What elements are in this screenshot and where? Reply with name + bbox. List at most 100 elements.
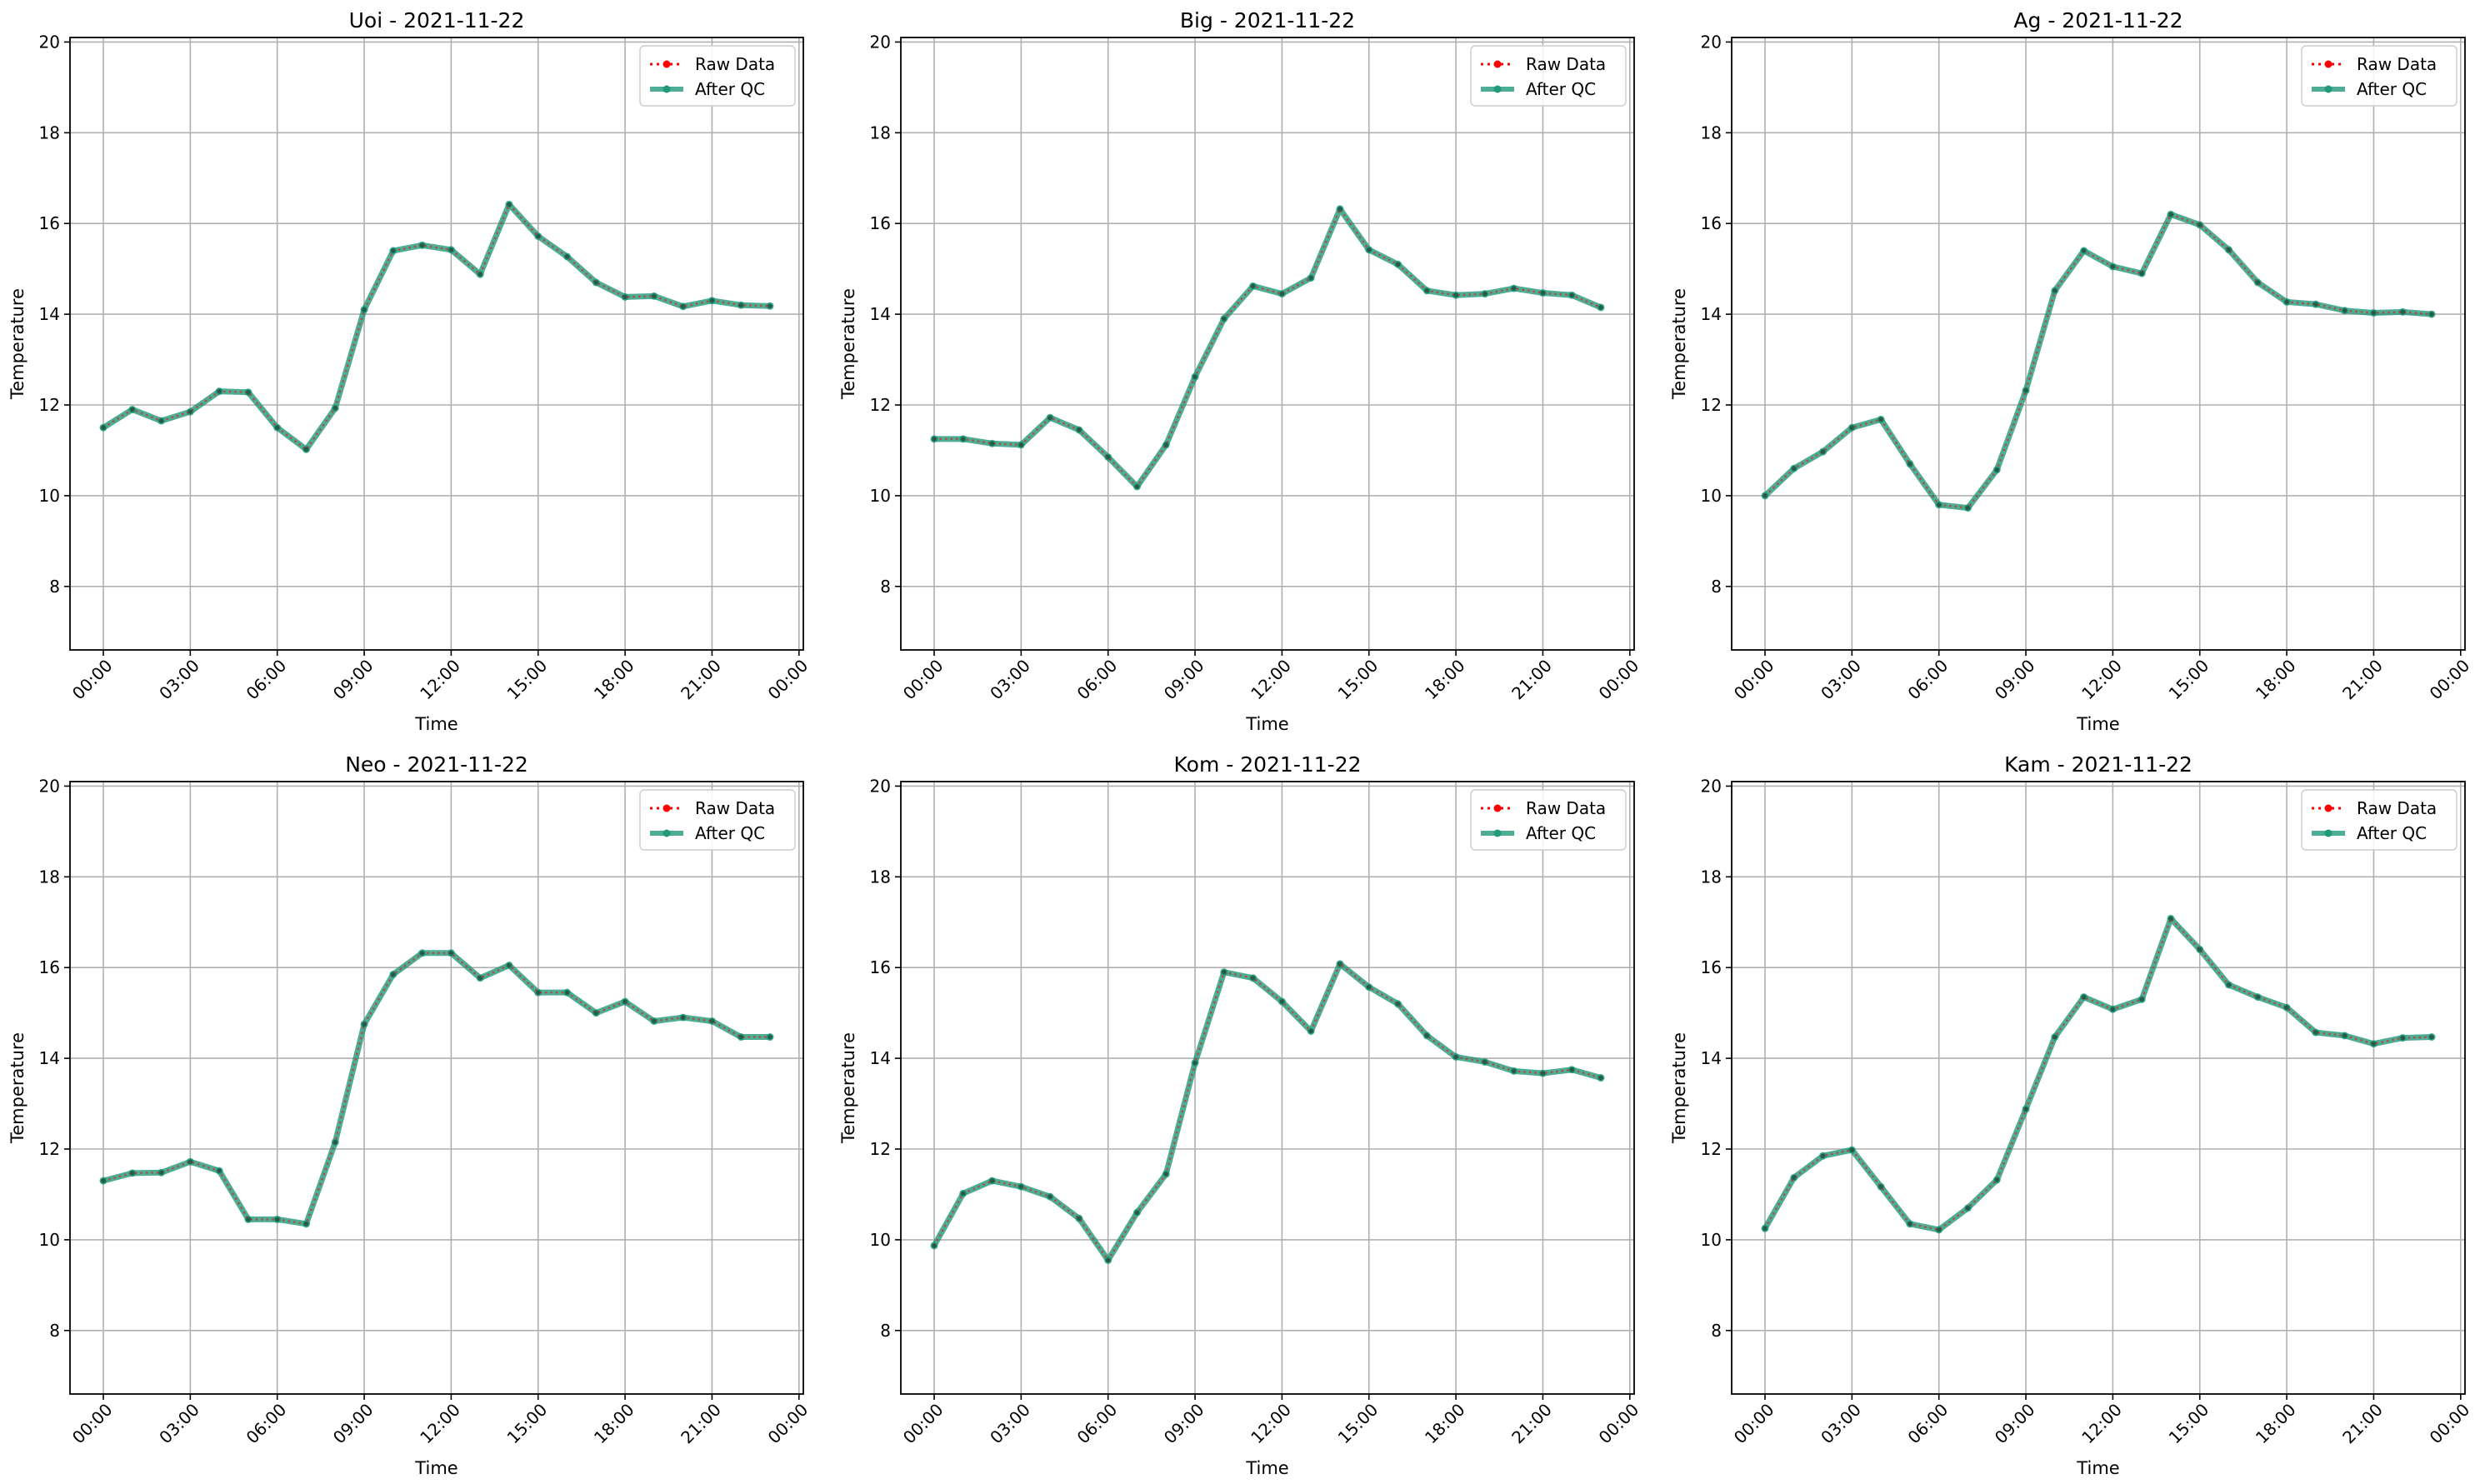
x-tick-label: 00:00 (2426, 1400, 2474, 1448)
x-tick-label: 18:00 (590, 656, 638, 704)
x-tick-label: 09:00 (1160, 1400, 1208, 1448)
x-axis-label: Time (2076, 1458, 2119, 1478)
x-tick-label: 21:00 (1508, 656, 1556, 704)
chart-panel: 00:00 03:00 06:00 09:00 12:00 15:00 18:00 21:00… (838, 8, 1642, 734)
series-raw-data-line (102, 952, 770, 1226)
raw-data-point (2255, 994, 2261, 1000)
x-tick-label: 09:00 (329, 656, 378, 704)
raw-data-point (158, 1170, 164, 1176)
raw-data-point (303, 1222, 309, 1227)
x-tick-label: 00:00 (1730, 1400, 1778, 1448)
raw-data-point (932, 437, 937, 442)
x-tick-label: 03:00 (986, 656, 1034, 704)
raw-data-point (1018, 1184, 1024, 1189)
raw-data-point (1569, 1067, 1575, 1072)
raw-data-point (303, 447, 309, 452)
series-after-qc-line (100, 201, 773, 452)
legend-qc-marker (662, 829, 671, 837)
raw-data-point (1395, 1001, 1401, 1007)
raw-data-point (1250, 283, 1256, 289)
legend-raw-marker (1493, 60, 1502, 68)
x-tick-label: 18:00 (2252, 1400, 2300, 1448)
y-tick-label: 8 (49, 577, 60, 597)
x-tick-label: 09:00 (1991, 656, 2039, 704)
raw-data-point (1511, 1068, 1517, 1074)
y-tick-label: 18 (39, 122, 60, 142)
legend-raw-marker (2324, 804, 2332, 812)
x-tick-label: 21:00 (677, 1400, 725, 1448)
raw-data-point (2139, 997, 2144, 1002)
x-tick-label: 15:00 (2165, 1400, 2213, 1448)
x-tick-label: 18:00 (1421, 1400, 1469, 1448)
y-tick-label: 8 (880, 1321, 891, 1341)
x-tick-label: 15:00 (1334, 656, 1382, 704)
raw-data-point (362, 307, 367, 312)
raw-data-point (932, 1243, 937, 1248)
raw-data-point (1820, 1153, 1826, 1158)
raw-data-point (2197, 222, 2202, 227)
y-tick-label: 12 (870, 1139, 891, 1159)
raw-data-point (622, 999, 628, 1004)
y-tick-label: 10 (870, 486, 891, 506)
raw-data-point (1163, 1172, 1169, 1177)
x-tick-label: 12:00 (2078, 656, 2126, 704)
raw-data-point (709, 1018, 715, 1024)
legend-raw-label: Raw Data (1526, 54, 1606, 74)
x-tick-label: 00:00 (1595, 656, 1643, 704)
y-tick-label: 10 (1701, 1230, 1722, 1250)
raw-data-point (1762, 1226, 1768, 1232)
x-tick-label: 09:00 (329, 1400, 378, 1448)
raw-data-point (1308, 1028, 1313, 1034)
raw-data-point (1048, 1194, 1052, 1199)
raw-data-point (2110, 264, 2116, 269)
y-tick-label: 16 (1701, 213, 1722, 233)
raw-data-point (391, 972, 396, 977)
raw-data-point (680, 1015, 686, 1020)
raw-data-point (1820, 449, 1826, 454)
raw-data-point (1908, 461, 1912, 467)
y-tick-label: 10 (1701, 486, 1722, 506)
legend-qc-label: After QC (695, 79, 765, 99)
x-axis-label: Time (414, 714, 458, 734)
y-tick-label: 14 (870, 1048, 891, 1068)
y-tick-label: 18 (870, 122, 891, 142)
y-tick-label: 18 (39, 867, 60, 887)
y-tick-label: 14 (870, 304, 891, 324)
series-after-qc-line (931, 961, 1604, 1263)
y-tick-label: 8 (880, 577, 891, 597)
axes-frame (69, 781, 804, 1395)
raw-data-point (217, 1168, 222, 1173)
x-tick-label: 21:00 (2338, 656, 2387, 704)
legend-qc-marker (2324, 829, 2332, 837)
raw-data-point (535, 233, 541, 239)
raw-data-point (2342, 1033, 2348, 1038)
x-tick-label: 06:00 (1904, 1400, 1952, 1448)
raw-data-point (1965, 1205, 1971, 1211)
y-axis-label: Temperature (1669, 288, 1689, 400)
raw-data-point (2313, 1030, 2318, 1035)
raw-data-point (1279, 291, 1285, 297)
raw-data-point (622, 294, 628, 300)
raw-data-point (1250, 975, 1256, 981)
y-tick-label: 20 (1701, 32, 1722, 52)
x-tick-label: 18:00 (1421, 656, 1469, 704)
raw-data-point (1908, 1222, 1912, 1227)
raw-data-point (680, 304, 686, 309)
x-tick-label: 00:00 (68, 656, 117, 704)
raw-data-point (448, 247, 454, 252)
chart-title: Kom - 2021-11-22 (1174, 752, 1362, 777)
raw-data-point (274, 1217, 280, 1222)
raw-data-point (1077, 427, 1082, 432)
x-tick-label: 09:00 (1991, 1400, 2039, 1448)
legend-qc-label: After QC (695, 823, 765, 843)
raw-data-point (478, 975, 482, 981)
chart-title: Kam - 2021-11-22 (2004, 752, 2192, 777)
y-axis-label: Temperature (1669, 1032, 1689, 1144)
axes-frame (900, 37, 1635, 651)
series-raw-data-line (1763, 917, 2432, 1232)
raw-data-point (738, 1034, 744, 1040)
raw-data-point (2400, 309, 2406, 315)
raw-data-point (507, 202, 512, 207)
y-tick-label: 18 (1701, 867, 1722, 887)
